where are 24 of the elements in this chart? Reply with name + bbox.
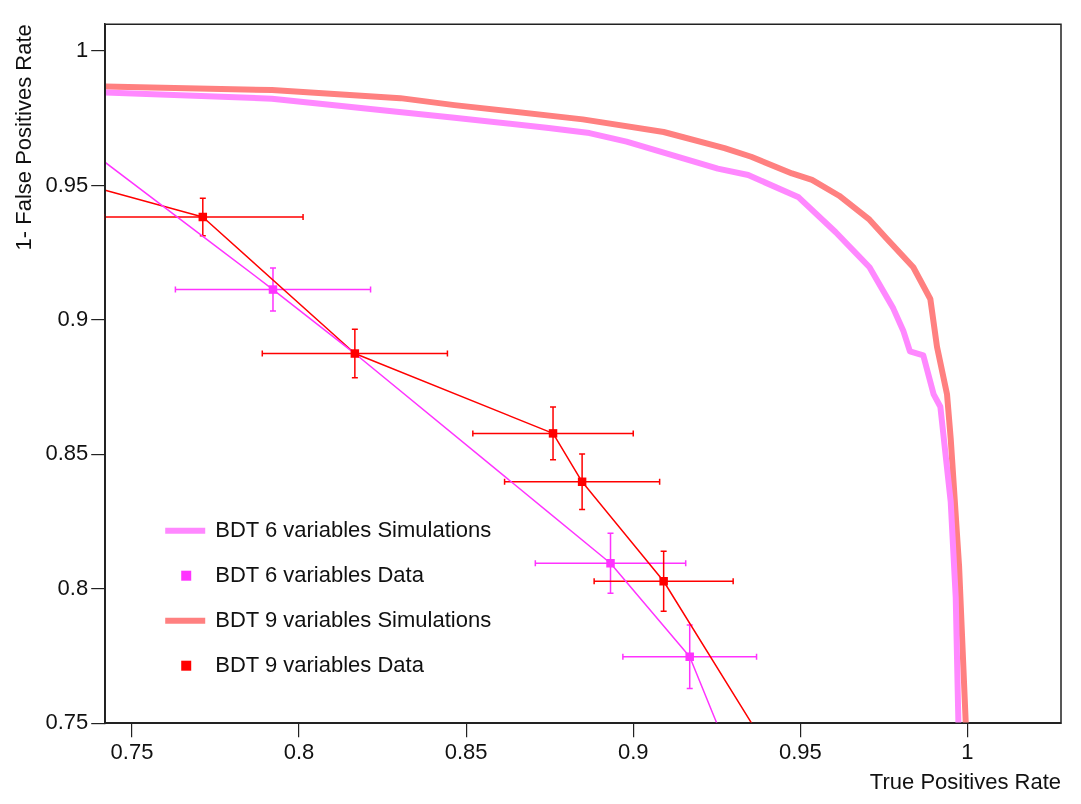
legend-label: BDT 6 variables Data	[215, 561, 425, 587]
point	[659, 577, 668, 586]
point	[350, 349, 360, 358]
x-axis-title: True Positives Rate	[869, 768, 1061, 794]
point	[685, 652, 694, 662]
y-tick-label: 0.95	[45, 171, 89, 197]
point	[548, 429, 558, 438]
point	[268, 285, 278, 294]
y-axis-title: 1- False Positives Rate	[11, 24, 37, 251]
y-tick-label: 1	[75, 37, 89, 63]
y-tick-label: 0.9	[57, 305, 89, 331]
legend-label: BDT 6 variables Simulations	[215, 516, 492, 542]
x-tick-label: 1	[961, 739, 974, 765]
y-tick-label: 0.85	[45, 440, 89, 466]
x-tick-label: 0.8	[283, 739, 315, 765]
point	[606, 558, 615, 568]
x-tick-label: 0.75	[110, 739, 154, 765]
x-tick-label: 0.9	[617, 739, 649, 765]
y-tick-label: 0.75	[45, 709, 89, 735]
y-tick-label: 0.8	[57, 574, 89, 600]
x-tick-label: 0.95	[778, 739, 822, 765]
legend-label: BDT 9 variables Data	[215, 651, 425, 677]
legend-label: BDT 9 variables Simulations	[215, 606, 492, 632]
x-tick-label: 0.85	[444, 739, 488, 765]
